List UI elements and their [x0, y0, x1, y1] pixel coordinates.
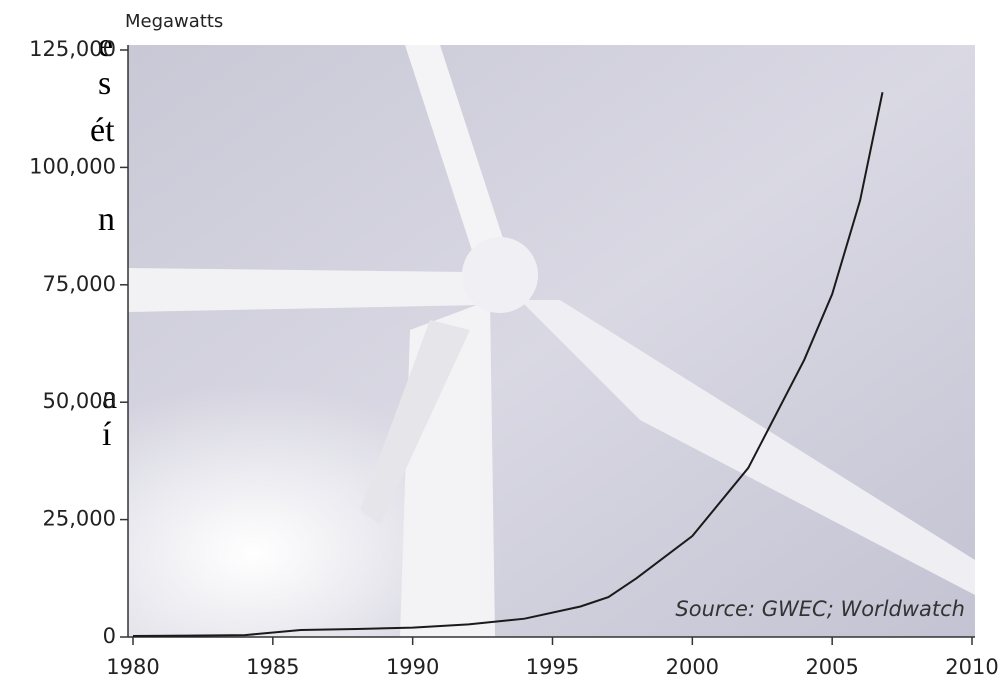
y-tick-label: 125,000 — [29, 37, 116, 61]
y-tick-label: 0 — [103, 624, 116, 648]
side-text: n — [98, 201, 115, 238]
y-tick-label: 75,000 — [43, 272, 116, 296]
side-text: í — [102, 416, 112, 453]
x-tick-label: 2010 — [945, 655, 998, 679]
side-text: ét — [90, 112, 115, 149]
x-tick-label: 2000 — [666, 655, 719, 679]
y-tick-label: 25,000 — [43, 507, 116, 531]
data-line — [132, 92, 884, 638]
side-text: e — [98, 27, 113, 64]
y-tick-label: 50,000 — [43, 389, 116, 413]
x-tick-label: 1985 — [246, 655, 299, 679]
x-tick-label: 1980 — [106, 655, 159, 679]
y-axis-label: Megawatts — [125, 11, 223, 32]
background-image — [128, 45, 975, 637]
x-tick-label: 2005 — [805, 655, 858, 679]
x-tick-label: 1995 — [526, 655, 579, 679]
y-tick-label: 100,000 — [29, 154, 116, 178]
annotation: Source: GWEC; Worldwatch — [675, 597, 965, 621]
side-text: s — [98, 65, 111, 102]
side-text: a — [102, 379, 117, 416]
x-tick-label: 1990 — [386, 655, 439, 679]
